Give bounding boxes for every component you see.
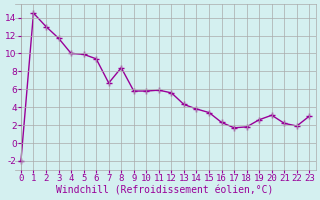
X-axis label: Windchill (Refroidissement éolien,°C): Windchill (Refroidissement éolien,°C) bbox=[56, 186, 274, 196]
